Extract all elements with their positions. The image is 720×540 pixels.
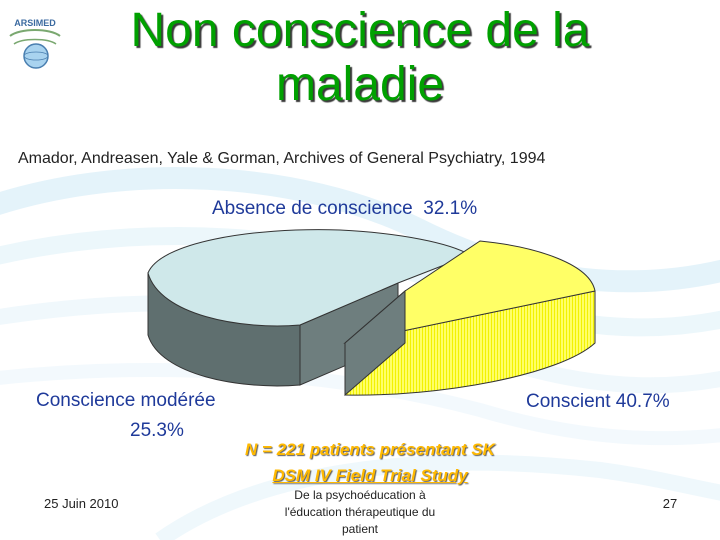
title-line-2: maladie — [275, 58, 445, 111]
footer-center-line-2: l'éducation thérapeutique du — [284, 505, 436, 519]
citation: Amador, Andreasen, Yale & Gorman, Archiv… — [18, 150, 546, 167]
pie-slice-conscient — [147, 229, 472, 327]
label-absence-text: Absence de conscience — [212, 198, 413, 219]
footer-center: De la psychoéducation à l'éducation thér… — [250, 487, 470, 538]
label-moderee-pct: 25.3% — [130, 420, 184, 441]
label-moderee: Conscience modérée — [36, 390, 216, 411]
label-conscient-pct: 40.7% — [615, 391, 670, 412]
logo-text: ARSIMED — [14, 18, 56, 28]
label-absence: Absence de conscience 32.1% — [212, 198, 477, 220]
pie-chart — [147, 229, 596, 397]
footer-center-line-3: patient — [341, 522, 379, 536]
study-info: N = 221 patients présentant SK DSM IV Fi… — [200, 437, 540, 489]
label-conscient-text: Conscient — [526, 391, 611, 412]
pie-side-yellow-left — [344, 289, 406, 397]
footer-center-line-1: De la psychoéducation à — [294, 488, 426, 502]
label-conscient: Conscient 40.7% — [526, 391, 670, 413]
page-number: 27 — [662, 496, 678, 511]
pie-slice-absence — [343, 240, 596, 344]
footer-date: 25 Juin 2010 — [44, 496, 119, 511]
pie-side-yellow — [344, 290, 596, 396]
study-line-2: DSM IV Field Trial Study — [272, 466, 468, 485]
study-line-1: N = 221 patients présentant SK — [245, 440, 495, 459]
arsimed-logo: ARSIMED — [9, 18, 61, 69]
title-line-1: Non conscience de la — [130, 4, 590, 57]
label-absence-pct: 32.1% — [423, 198, 478, 219]
slide-title: Non conscience de la maladie — [60, 4, 660, 112]
